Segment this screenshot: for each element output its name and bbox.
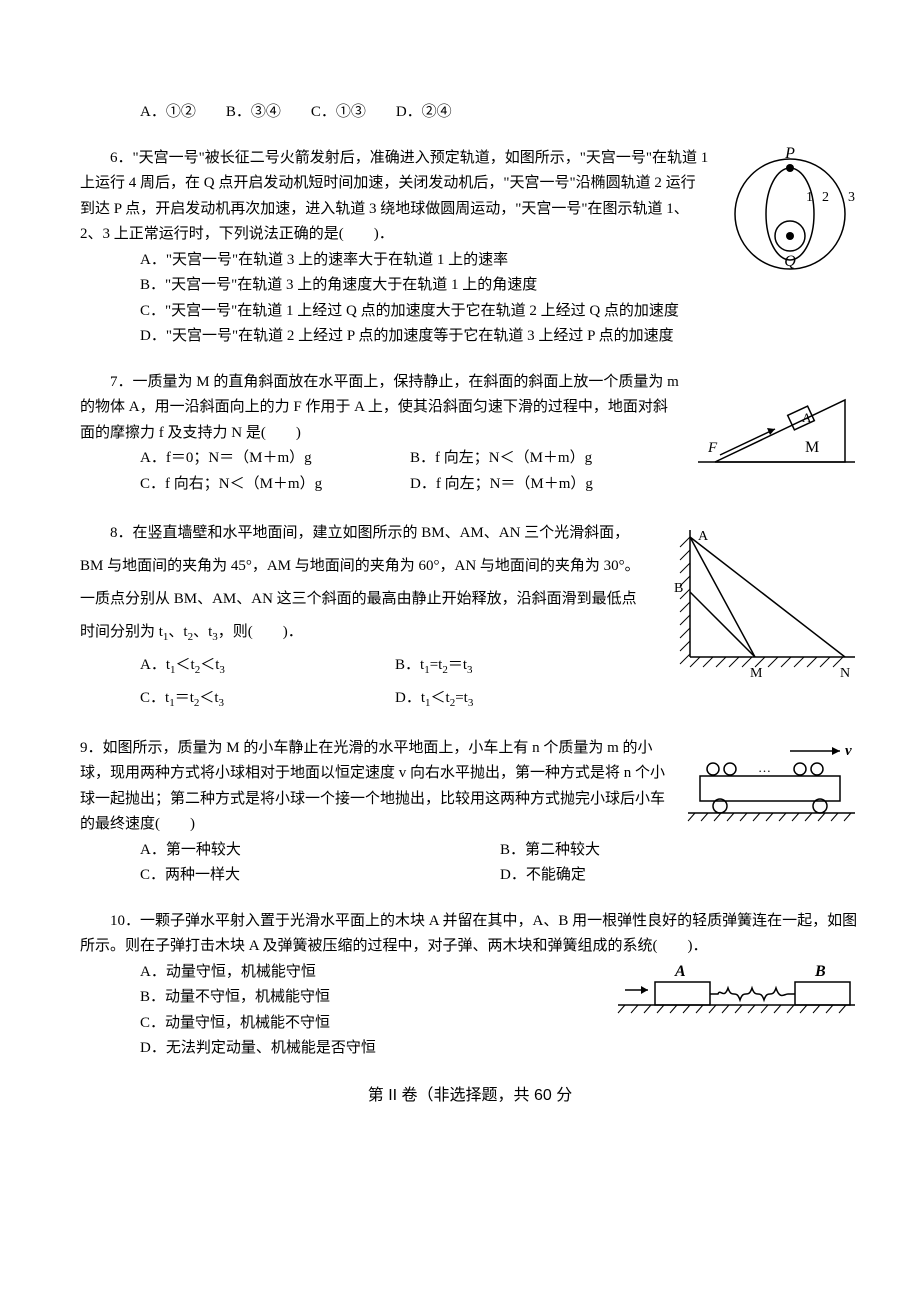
question-6: P Q 1 2 3 6．"天宫一号"被长征二号火箭发射后，准确进入预定轨道，如图… [80, 146, 860, 350]
label-M: M [805, 439, 819, 456]
label-1: 1 [806, 190, 813, 205]
q9-figure: … v [680, 741, 860, 826]
label-N: N [840, 666, 850, 681]
q7-optB: B．f 向左；N＜（M＋m）g [410, 446, 680, 472]
question-7: A M F 7．一质量为 M 的直角斜面放在水平面上，保持静止，在斜面的斜面上放… [80, 370, 860, 498]
dots-label: … [758, 760, 771, 775]
q8-optC: C．t1＝t2＜t3 [140, 682, 395, 715]
q9-optA: A．第一种较大 [140, 838, 500, 864]
q10-text: 10．一颗子弹水平射入置于光滑水平面上的木块 A 并留在其中，A、B 用一根弹性… [80, 909, 860, 960]
label-A: A [698, 529, 709, 544]
label-Q: Q [784, 253, 796, 270]
q10-figure: A B [610, 960, 860, 1020]
q8-optD: D．t1＜t2=t3 [395, 682, 650, 715]
question-10: 10．一颗子弹水平射入置于光滑水平面上的木块 A 并留在其中，A、B 用一根弹性… [80, 909, 860, 1062]
q9-optD: D．不能确定 [500, 863, 860, 889]
q9-optC: C．两种一样大 [140, 863, 500, 889]
spring-blocks-diagram: A B [610, 960, 860, 1020]
label-3: 3 [848, 190, 855, 205]
label-A: A [674, 963, 686, 980]
question-8: A B M N 8．在竖直墙壁和水平地面间，建立如图所示的 BM、AM、AN 三… [80, 517, 860, 716]
question-9: … v 9．如图所示，质量为 M 的小车静止在光滑的水平地面上，小车上有 n 个… [80, 736, 860, 889]
q10-optD: D．无法判定动量、机械能是否守恒 [140, 1036, 860, 1062]
label-B: B [674, 581, 683, 596]
label-F: F [707, 440, 718, 456]
q8-optA: A．t1＜t2＜t3 [140, 649, 395, 682]
q8-figure: A B M N [660, 522, 860, 682]
q5-options: A．①② B．③④ C．①③ D．②④ [80, 100, 860, 126]
q7-optC: C．f 向右；N＜（M＋m）g [140, 472, 410, 498]
label-B: B [814, 963, 826, 980]
q6-optD: D．"天宫一号"在轨道 2 上经过 P 点的加速度等于它在轨道 3 上经过 P … [140, 324, 860, 350]
q7-optD: D．f 向左；N＝（M＋m）g [410, 472, 680, 498]
q7-optA: A．f＝0；N＝（M＋m）g [140, 446, 410, 472]
q6-optC: C．"天宫一号"在轨道 1 上经过 Q 点的加速度大于它在轨道 2 上经过 Q … [140, 299, 860, 325]
label-P: P [784, 146, 795, 162]
q6-figure: P Q 1 2 3 [720, 146, 860, 281]
q9-optB: B．第二种较大 [500, 838, 860, 864]
label-2: 2 [822, 190, 829, 205]
label-A: A [802, 410, 812, 425]
section-2-header: 第 II 卷（非选择题，共 60 分 [80, 1082, 860, 1109]
orbit-diagram: P Q 1 2 3 [720, 146, 860, 281]
cart-diagram: … v [680, 741, 860, 826]
wall-inclines-diagram: A B M N [660, 522, 860, 682]
q7-figure: A M F [690, 380, 860, 475]
incline-diagram: A M F [690, 380, 860, 475]
label-M: M [750, 666, 763, 681]
q8-optB: B．t1=t2＝t3 [395, 649, 650, 682]
label-v: v [845, 743, 852, 759]
